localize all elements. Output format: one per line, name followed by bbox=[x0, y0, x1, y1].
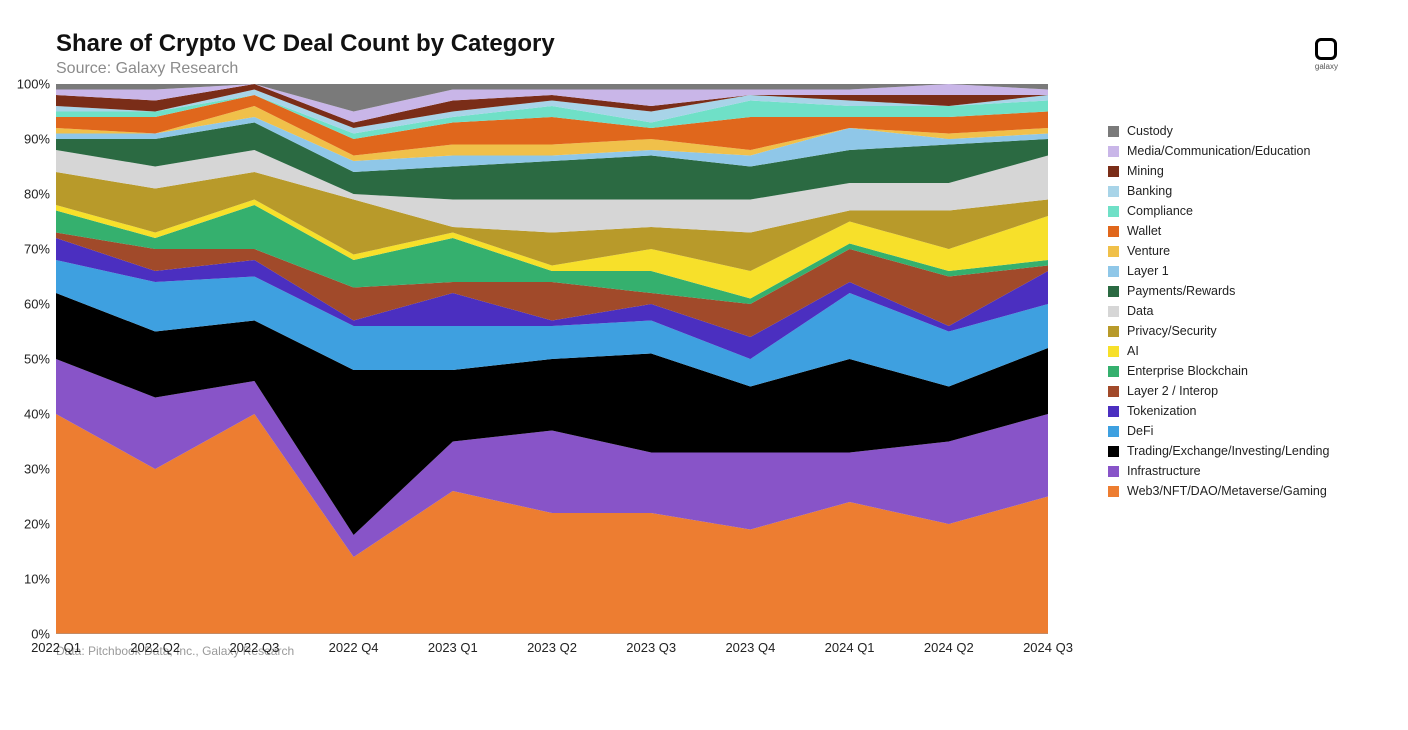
legend-label: Privacy/Security bbox=[1127, 324, 1217, 338]
x-axis-tick-label: 2023 Q2 bbox=[527, 634, 577, 655]
x-axis-tick-label: 2022 Q2 bbox=[130, 634, 180, 655]
x-axis-tick-label: 2023 Q4 bbox=[725, 634, 775, 655]
legend-item: Mining bbox=[1108, 164, 1329, 178]
legend-item: Wallet bbox=[1108, 224, 1329, 238]
legend-swatch bbox=[1108, 326, 1119, 337]
x-axis-tick-label: 2022 Q1 bbox=[31, 634, 81, 655]
legend-label: Trading/Exchange/Investing/Lending bbox=[1127, 444, 1329, 458]
y-axis-tick-label: 100% bbox=[17, 77, 56, 92]
stacked-area-svg bbox=[56, 84, 1048, 634]
legend-swatch bbox=[1108, 206, 1119, 217]
legend-item: DeFi bbox=[1108, 424, 1329, 438]
y-axis-tick-label: 50% bbox=[24, 352, 56, 367]
chart-subtitle: Source: Galaxy Research bbox=[56, 60, 555, 78]
y-axis-tick-label: 20% bbox=[24, 517, 56, 532]
legend-item: Compliance bbox=[1108, 204, 1329, 218]
legend-item: Custody bbox=[1108, 124, 1329, 138]
legend-swatch bbox=[1108, 126, 1119, 137]
legend-swatch bbox=[1108, 446, 1119, 457]
legend-swatch bbox=[1108, 146, 1119, 157]
legend-label: Web3/NFT/DAO/Metaverse/Gaming bbox=[1127, 484, 1327, 498]
legend-swatch bbox=[1108, 346, 1119, 357]
legend-swatch bbox=[1108, 166, 1119, 177]
legend-item: Banking bbox=[1108, 184, 1329, 198]
x-axis-tick-label: 2022 Q4 bbox=[329, 634, 379, 655]
legend-label: Banking bbox=[1127, 184, 1172, 198]
x-axis-tick-label: 2023 Q1 bbox=[428, 634, 478, 655]
y-axis-tick-label: 80% bbox=[24, 187, 56, 202]
y-axis-tick-label: 60% bbox=[24, 297, 56, 312]
legend-swatch bbox=[1108, 246, 1119, 257]
legend-label: Infrastructure bbox=[1127, 464, 1201, 478]
legend-swatch bbox=[1108, 366, 1119, 377]
chart-legend: Custody Media/Communication/Education Mini… bbox=[1048, 84, 1329, 634]
x-axis-tick-label: 2022 Q3 bbox=[229, 634, 279, 655]
legend-label: Layer 1 bbox=[1127, 264, 1169, 278]
legend-item: Data bbox=[1108, 304, 1329, 318]
logo-icon bbox=[1315, 38, 1337, 60]
legend-swatch bbox=[1108, 466, 1119, 477]
legend-label: Compliance bbox=[1127, 204, 1193, 218]
legend-label: Data bbox=[1127, 304, 1153, 318]
legend-item: Trading/Exchange/Investing/Lending bbox=[1108, 444, 1329, 458]
legend-swatch bbox=[1108, 486, 1119, 497]
y-axis-tick-label: 30% bbox=[24, 462, 56, 477]
legend-item: AI bbox=[1108, 344, 1329, 358]
y-axis-tick-label: 40% bbox=[24, 407, 56, 422]
legend-label: Payments/Rewards bbox=[1127, 284, 1235, 298]
chart-plot-area: 0%10%20%30%40%50%60%70%80%90%100%2022 Q1… bbox=[56, 84, 1048, 634]
x-axis-tick-label: 2023 Q3 bbox=[626, 634, 676, 655]
legend-item: Payments/Rewards bbox=[1108, 284, 1329, 298]
x-axis-tick-label: 2024 Q2 bbox=[924, 634, 974, 655]
legend-swatch bbox=[1108, 186, 1119, 197]
brand-logo: galaxy bbox=[1315, 30, 1378, 71]
legend-item: Web3/NFT/DAO/Metaverse/Gaming bbox=[1108, 484, 1329, 498]
legend-label: Custody bbox=[1127, 124, 1173, 138]
legend-swatch bbox=[1108, 426, 1119, 437]
legend-item: Layer 1 bbox=[1108, 264, 1329, 278]
legend-label: Wallet bbox=[1127, 224, 1161, 238]
legend-label: DeFi bbox=[1127, 424, 1153, 438]
legend-label: Tokenization bbox=[1127, 404, 1197, 418]
chart-title: Share of Crypto VC Deal Count by Categor… bbox=[56, 30, 555, 58]
legend-label: AI bbox=[1127, 344, 1139, 358]
legend-item: Enterprise Blockchain bbox=[1108, 364, 1329, 378]
x-axis-tick-label: 2024 Q3 bbox=[1023, 634, 1073, 655]
legend-swatch bbox=[1108, 406, 1119, 417]
logo-text: galaxy bbox=[1315, 62, 1338, 71]
legend-label: Mining bbox=[1127, 164, 1164, 178]
y-axis-tick-label: 10% bbox=[24, 572, 56, 587]
legend-label: Media/Communication/Education bbox=[1127, 144, 1310, 158]
legend-swatch bbox=[1108, 226, 1119, 237]
legend-label: Venture bbox=[1127, 244, 1170, 258]
x-axis-tick-label: 2024 Q1 bbox=[825, 634, 875, 655]
legend-label: Enterprise Blockchain bbox=[1127, 364, 1248, 378]
legend-item: Venture bbox=[1108, 244, 1329, 258]
legend-label: Layer 2 / Interop bbox=[1127, 384, 1218, 398]
legend-item: Media/Communication/Education bbox=[1108, 144, 1329, 158]
y-axis-tick-label: 70% bbox=[24, 242, 56, 257]
legend-item: Privacy/Security bbox=[1108, 324, 1329, 338]
y-axis-tick-label: 90% bbox=[24, 132, 56, 147]
legend-item: Tokenization bbox=[1108, 404, 1329, 418]
legend-swatch bbox=[1108, 306, 1119, 317]
legend-swatch bbox=[1108, 386, 1119, 397]
legend-swatch bbox=[1108, 286, 1119, 297]
legend-item: Layer 2 / Interop bbox=[1108, 384, 1329, 398]
legend-swatch bbox=[1108, 266, 1119, 277]
legend-item: Infrastructure bbox=[1108, 464, 1329, 478]
